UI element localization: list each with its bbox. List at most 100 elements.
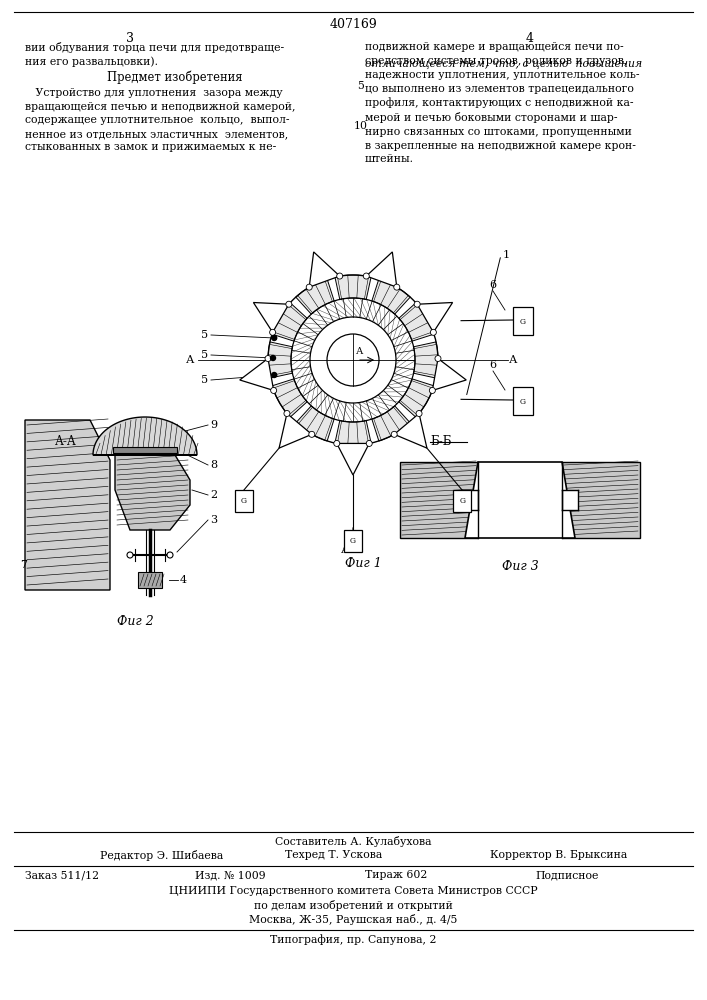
Circle shape <box>337 273 343 279</box>
Polygon shape <box>309 252 339 287</box>
Text: 5: 5 <box>201 375 208 385</box>
Text: Фиг 3: Фиг 3 <box>502 560 538 573</box>
Text: Фиг 1: Фиг 1 <box>344 557 381 570</box>
Text: Москва, Ж-35, Раушская наб., д. 4/5: Москва, Ж-35, Раушская наб., д. 4/5 <box>249 914 457 925</box>
Bar <box>235 490 252 512</box>
Bar <box>562 490 578 510</box>
Polygon shape <box>335 275 371 299</box>
Text: вии обдувания торца печи для предотвраще-
ния его развальцовки).: вии обдувания торца печи для предотвраще… <box>25 42 284 67</box>
Polygon shape <box>366 252 397 287</box>
Bar <box>344 530 362 552</box>
Polygon shape <box>296 279 334 314</box>
Text: 5: 5 <box>201 330 208 340</box>
Bar <box>453 490 472 512</box>
Circle shape <box>286 301 292 307</box>
Text: 5: 5 <box>201 350 208 360</box>
Circle shape <box>269 329 276 335</box>
Polygon shape <box>417 302 452 332</box>
Text: 1: 1 <box>503 250 510 260</box>
Text: А: А <box>186 355 194 365</box>
Circle shape <box>271 387 276 393</box>
Polygon shape <box>399 303 434 341</box>
Bar <box>513 387 533 415</box>
Circle shape <box>265 356 271 362</box>
Text: 3: 3 <box>210 515 217 525</box>
Circle shape <box>391 431 397 437</box>
Text: G: G <box>350 537 356 545</box>
Text: А: А <box>356 347 363 356</box>
Circle shape <box>363 273 369 279</box>
Text: G: G <box>520 318 526 326</box>
Polygon shape <box>395 413 427 448</box>
Text: Редактор Э. Шибаева: Редактор Э. Шибаева <box>100 850 223 861</box>
Polygon shape <box>268 342 293 378</box>
Polygon shape <box>399 379 434 417</box>
Circle shape <box>271 336 276 340</box>
Circle shape <box>394 284 399 290</box>
Text: 2: 2 <box>210 490 217 500</box>
Text: Фиг 2: Фиг 2 <box>117 615 153 628</box>
Bar <box>513 307 533 335</box>
Text: 407169: 407169 <box>329 18 377 31</box>
Text: ЦНИИПИ Государственного комитета Совета Министров СССР: ЦНИИПИ Государственного комитета Совета … <box>169 886 537 896</box>
Polygon shape <box>337 443 369 475</box>
Polygon shape <box>113 447 177 453</box>
Text: 9: 9 <box>210 420 217 430</box>
Circle shape <box>284 410 290 416</box>
Circle shape <box>414 301 420 307</box>
Bar <box>400 462 478 538</box>
Text: 4: 4 <box>180 575 187 585</box>
Text: G: G <box>520 398 526 406</box>
Text: по делам изобретений и открытий: по делам изобретений и открытий <box>254 900 452 911</box>
Bar <box>562 462 640 538</box>
Text: 7: 7 <box>20 560 27 570</box>
Text: Б-Б: Б-Б <box>430 435 452 448</box>
Text: Подписное: Подписное <box>535 870 598 880</box>
Polygon shape <box>372 279 410 314</box>
Circle shape <box>327 334 379 386</box>
Text: 5: 5 <box>357 81 364 91</box>
Text: G: G <box>240 497 247 505</box>
Polygon shape <box>93 417 197 455</box>
Text: 8: 8 <box>210 460 217 470</box>
Text: G: G <box>460 497 465 505</box>
Text: Типография, пр. Сапунова, 2: Типография, пр. Сапунова, 2 <box>270 934 436 945</box>
Circle shape <box>306 284 312 290</box>
Text: Устройство для уплотнения  зазора между
вращающейся печью и неподвижной камерой,: Устройство для уплотнения зазора между в… <box>25 88 296 152</box>
Circle shape <box>167 552 173 558</box>
Polygon shape <box>433 359 466 390</box>
Text: 6: 6 <box>489 280 496 290</box>
Text: Заказ 511/12: Заказ 511/12 <box>25 870 99 880</box>
Polygon shape <box>335 421 371 445</box>
Circle shape <box>416 410 422 416</box>
Circle shape <box>429 387 436 393</box>
Polygon shape <box>372 406 410 441</box>
Text: 3: 3 <box>126 32 134 45</box>
Text: Изд. № 1009: Изд. № 1009 <box>195 870 266 880</box>
Text: Корректор В. Брыксина: Корректор В. Брыксина <box>490 850 627 860</box>
Text: Составитель А. Кулабухова: Составитель А. Кулабухова <box>275 836 431 847</box>
Text: А-А: А-А <box>55 435 77 448</box>
Circle shape <box>435 356 441 362</box>
Polygon shape <box>272 379 307 417</box>
Text: Предмет изобретения: Предмет изобретения <box>107 70 243 84</box>
Polygon shape <box>279 413 312 448</box>
Circle shape <box>431 329 436 335</box>
Text: А: А <box>509 355 518 365</box>
Polygon shape <box>240 359 274 390</box>
Text: надежности уплотнения, уплотнительное коль-
цо выполнено из элементов трапецеида: надежности уплотнения, уплотнительное ко… <box>365 70 640 164</box>
Polygon shape <box>253 302 289 332</box>
Circle shape <box>366 440 372 446</box>
Circle shape <box>127 552 133 558</box>
Polygon shape <box>272 303 307 341</box>
Polygon shape <box>465 462 575 538</box>
Circle shape <box>271 372 276 377</box>
Text: 6: 6 <box>489 360 496 370</box>
Text: А: А <box>341 545 349 555</box>
Text: отличающееся тем, что, с целью  повышения: отличающееся тем, что, с целью повышения <box>365 59 642 69</box>
Circle shape <box>334 440 340 446</box>
Text: Техред Т. Ускова: Техред Т. Ускова <box>285 850 382 860</box>
Polygon shape <box>115 455 190 530</box>
Polygon shape <box>25 420 110 590</box>
Polygon shape <box>296 406 334 441</box>
